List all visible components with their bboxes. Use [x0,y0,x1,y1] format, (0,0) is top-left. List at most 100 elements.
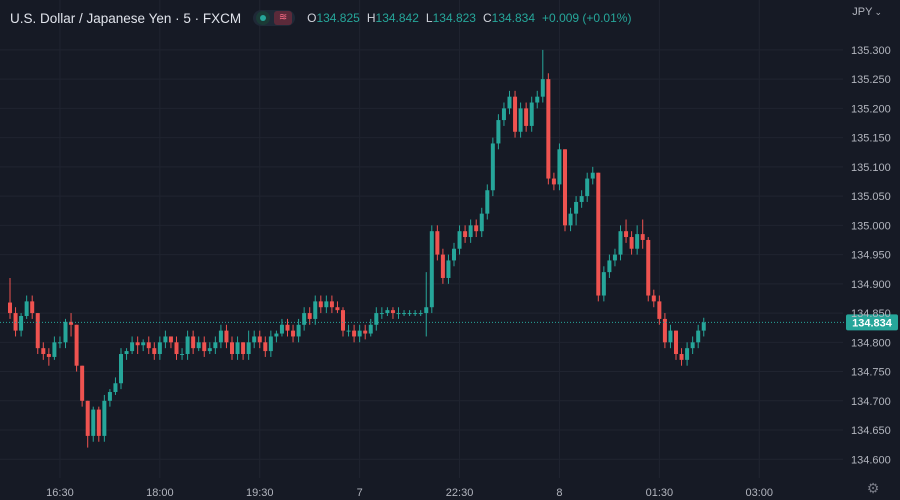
candle [452,242,456,267]
time-tick-label: 8 [556,487,562,499]
candle [119,348,123,390]
candle-body [535,96,540,103]
candle [102,394,107,442]
candle-body [601,272,606,296]
candle-body [435,231,440,255]
candle [296,318,301,343]
candle-body [657,301,662,319]
candle-body [52,342,57,357]
time-tick-label: 7 [357,487,363,499]
candle-body [357,330,362,337]
candle [651,289,656,308]
candle-body [446,260,451,278]
candle [207,342,212,355]
candle-body [490,143,495,191]
candle [624,219,629,243]
candle-body [285,324,290,331]
candle-body [563,149,567,226]
candle-body [474,225,479,232]
price-tick-label: 135.300 [851,45,891,57]
candle-body [407,313,412,315]
price-axis[interactable]: 135.300 135.250 135.200 135.150 135.100 135.0… [851,45,891,466]
candle-body [568,213,573,226]
currency-label: JPY [852,6,873,18]
candle-body [246,342,251,355]
candle-body [24,301,29,316]
symbol-title[interactable]: U.S. Dollar / Japanese Yen · 5 · FXCM [10,10,242,26]
candle-body [41,348,46,355]
candle-body [629,237,634,249]
price-tick-label: 134.650 [851,425,891,437]
candle-body [590,172,595,179]
candle-body [296,324,301,337]
candle-body [579,196,584,202]
candle [107,389,112,407]
price-tick-label: 134.750 [851,367,891,379]
candle [535,90,540,109]
close-value: 134.834 [491,11,536,25]
candle-body [8,302,12,314]
candle [402,310,407,316]
candle [329,295,334,314]
candle-body [168,336,173,343]
candle-body [69,321,74,325]
candle [379,307,384,319]
candle [91,406,96,442]
candle-body [341,310,345,331]
candle [285,318,290,337]
candle [463,225,468,243]
time-axis[interactable]: 16:30 18:00 19:30 7 22:30 8 01:30 03:00 [46,487,773,499]
candle [191,330,196,355]
candle [507,90,512,115]
candle [185,330,190,360]
candle-body [501,108,506,121]
candle [429,225,434,314]
candle [69,313,74,337]
candle-body [252,336,257,343]
candle [335,301,340,314]
candle-body [429,231,434,308]
candle [418,310,423,316]
candle-body [202,342,207,352]
candle [579,190,584,208]
candle-body [307,313,312,319]
candle-body [213,342,218,349]
candle-body [352,330,357,337]
candle [41,342,46,360]
price-tick-label: 135.100 [851,162,891,174]
candle [585,172,590,202]
candle-body [685,348,690,360]
candle-body [174,342,179,355]
currency-selector[interactable]: JPY ⌄ [852,6,882,18]
candle [574,196,579,226]
low-value: 134.823 [432,11,476,25]
candle-body [662,318,667,343]
candle [74,324,79,372]
candle [63,318,68,349]
candle-body [329,301,334,308]
candle [612,248,617,267]
candle [440,248,445,284]
candle [590,166,595,185]
candle [46,348,51,366]
gear-icon[interactable]: ⚙ [866,480,880,496]
candle [130,336,135,355]
candle [513,90,518,138]
candle-body [313,301,318,319]
candle-body [157,342,162,355]
candle [30,295,35,319]
candle-body [91,409,96,436]
candle-body [152,348,157,355]
candle [235,336,240,360]
open-value: 134.825 [316,11,360,25]
candle-body [368,324,373,334]
candle [352,324,357,343]
candle-body [385,310,390,314]
chart-header: U.S. Dollar / Japanese Yen · 5 · FXCM ≋ … [10,9,631,27]
candle [13,307,18,337]
candle [241,342,246,360]
time-tick-label: 18:00 [146,487,174,499]
candle-body [440,254,445,278]
market-status[interactable]: ≋ [253,10,296,26]
